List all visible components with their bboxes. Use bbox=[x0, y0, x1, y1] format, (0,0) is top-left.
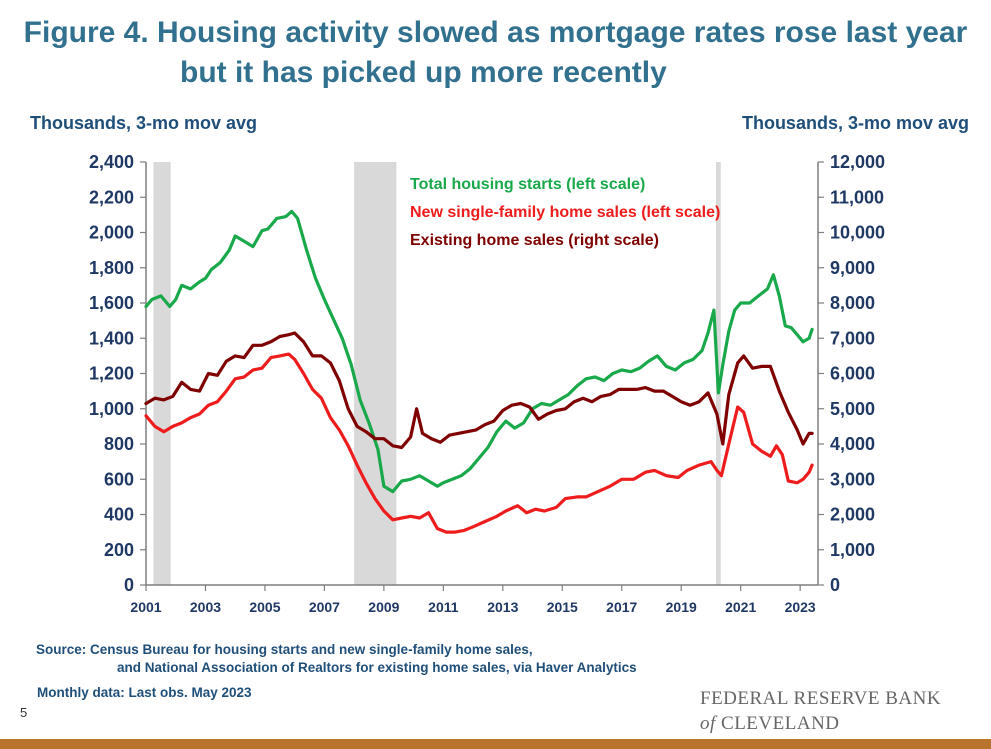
source-note-line2: and National Association of Realtors for… bbox=[117, 660, 637, 675]
left-tick-label: 400 bbox=[104, 505, 134, 525]
right-tick-label: 8,000 bbox=[830, 293, 875, 313]
x-tick-label: 2009 bbox=[368, 599, 399, 615]
legend-entry-0: Total housing starts (left scale) bbox=[410, 176, 645, 193]
left-tick-label: 1,200 bbox=[89, 364, 134, 384]
x-tick-label: 2007 bbox=[309, 599, 340, 615]
left-tick-label: 1,800 bbox=[89, 258, 134, 278]
brand-logo-line1: FEDERAL RESERVE BANK bbox=[700, 688, 942, 709]
footer-accent-bar bbox=[0, 739, 991, 749]
right-tick-label: 0 bbox=[830, 575, 840, 595]
left-tick-label: 2,400 bbox=[89, 152, 134, 172]
x-tick-label: 2015 bbox=[547, 599, 578, 615]
x-tick-label: 2003 bbox=[190, 599, 221, 615]
right-tick-label: 2,000 bbox=[830, 505, 875, 525]
recession-band-1 bbox=[354, 162, 397, 585]
brand-cleveland: CLEVELAND bbox=[721, 713, 840, 734]
left-tick-label: 1,000 bbox=[89, 399, 134, 419]
chart-legend: Total housing starts (left scale) New sin… bbox=[410, 176, 720, 249]
x-tick-label: 2017 bbox=[606, 599, 637, 615]
left-tick-label: 800 bbox=[104, 434, 134, 454]
chart-canvas: 0 200 400 600 800 1,000 1,200 1,400 1,600 1,800 2,… bbox=[89, 152, 885, 615]
right-axis-unit-label: Thousands, 3-mo mov avg bbox=[741, 113, 969, 133]
brand-logo-line2: of CLEVELAND bbox=[700, 713, 840, 735]
right-tick-label: 10,000 bbox=[830, 223, 885, 243]
right-tick-label: 4,000 bbox=[830, 434, 875, 454]
right-tick-label: 12,000 bbox=[830, 152, 885, 172]
legend-entry-2: Existing home sales (right scale) bbox=[410, 232, 659, 249]
data-frequency-note: Monthly data: Last obs. May 2023 bbox=[37, 685, 252, 700]
left-tick-label: 200 bbox=[104, 540, 134, 560]
left-tick-label: 1,400 bbox=[89, 328, 134, 348]
chart-title-line1: Figure 4. Housing activity slowed as mor… bbox=[23, 16, 968, 49]
x-tick-label: 2001 bbox=[130, 599, 161, 615]
right-tick-label: 5,000 bbox=[830, 399, 875, 419]
x-tick-label: 2013 bbox=[487, 599, 518, 615]
right-tick-label: 7,000 bbox=[830, 328, 875, 348]
chart-series bbox=[144, 209, 814, 534]
left-axis-unit-label: Thousands, 3-mo mov avg bbox=[30, 113, 258, 133]
series-line-1 bbox=[144, 352, 814, 534]
chart-title-line2: but it has picked up more recently bbox=[180, 56, 667, 89]
right-tick-label: 6,000 bbox=[830, 364, 875, 384]
left-tick-label: 0 bbox=[124, 575, 134, 595]
left-tick-label: 2,200 bbox=[89, 187, 134, 207]
chart-axes: 0 200 400 600 800 1,000 1,200 1,400 1,600 1,800 2,… bbox=[89, 152, 885, 615]
left-tick-label: 1,600 bbox=[89, 293, 134, 313]
right-tick-label: 11,000 bbox=[830, 187, 884, 207]
x-tick-label: 2023 bbox=[785, 599, 816, 615]
source-note-line1: Source: Census Bureau for housing starts… bbox=[36, 642, 533, 657]
left-tick-label: 600 bbox=[104, 469, 134, 489]
series-line-2 bbox=[144, 331, 814, 450]
x-tick-label: 2021 bbox=[725, 599, 756, 615]
page-number: 5 bbox=[20, 705, 28, 720]
recession-shading bbox=[153, 162, 721, 585]
right-tick-label: 3,000 bbox=[830, 469, 875, 489]
recession-band-0 bbox=[153, 162, 171, 585]
x-tick-label: 2019 bbox=[666, 599, 697, 615]
series-line-0 bbox=[144, 209, 814, 494]
x-tick-label: 2011 bbox=[428, 599, 459, 615]
brand-of: of bbox=[700, 713, 716, 734]
x-tick-label: 2005 bbox=[249, 599, 280, 615]
right-tick-label: 9,000 bbox=[830, 258, 875, 278]
right-tick-label: 1,000 bbox=[830, 540, 875, 560]
legend-entry-1: New single-family home sales (left scale… bbox=[410, 204, 720, 221]
left-tick-label: 2,000 bbox=[89, 223, 134, 243]
